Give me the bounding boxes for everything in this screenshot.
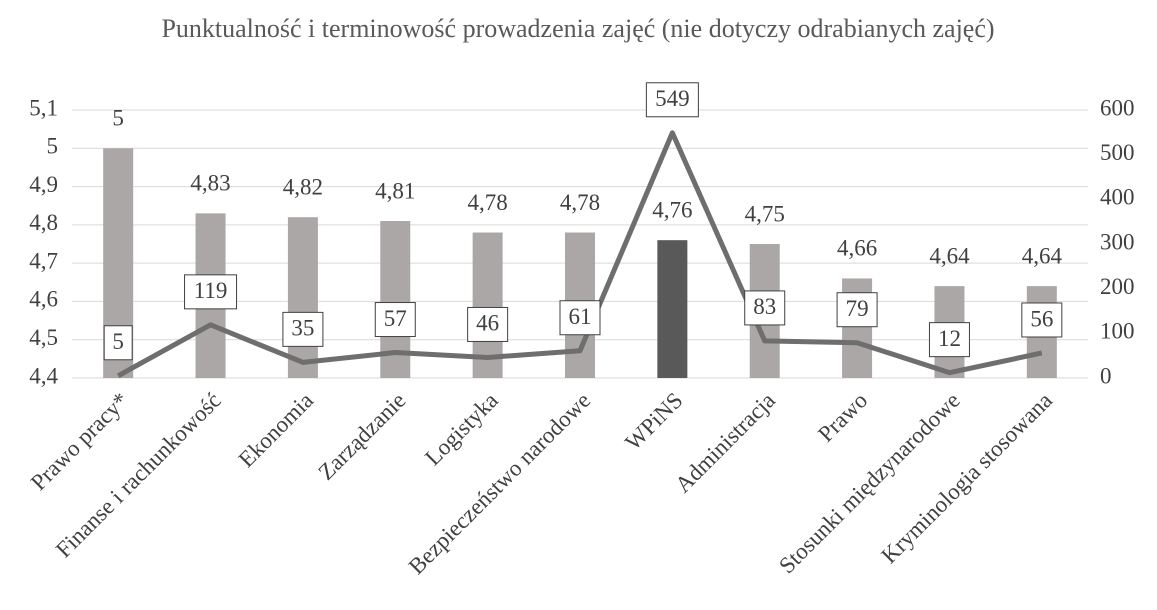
bar-value-label: 4,78 xyxy=(468,190,508,215)
x-tick-label: Ekonomia xyxy=(234,388,319,473)
y-tick-label: 4,8 xyxy=(29,210,58,235)
x-tick-label: Zarządzanie xyxy=(313,388,410,485)
y-tick-label: 4,5 xyxy=(29,325,58,350)
line-value-label: 35 xyxy=(291,316,314,341)
line-label-box xyxy=(374,302,416,338)
y-tick-label: 4,4 xyxy=(29,363,58,388)
line-value-label: 57 xyxy=(384,306,407,331)
y-tick-label: 4,6 xyxy=(29,287,58,312)
line-label-box xyxy=(559,300,601,336)
line-label-box xyxy=(836,292,878,328)
y-tick-label: 5 xyxy=(47,134,59,159)
line-value-label: 56 xyxy=(1030,306,1053,331)
bar-value-label: 5 xyxy=(112,106,124,131)
line-value-label: 79 xyxy=(846,296,869,321)
y2-tick-label: 200 xyxy=(1100,274,1135,299)
y2-tick-label: 100 xyxy=(1100,319,1135,344)
line-label-box xyxy=(184,274,238,310)
bar xyxy=(287,217,318,378)
x-tick-label: Administracja xyxy=(670,388,780,498)
line-label-box xyxy=(645,82,699,118)
y2-tick-label: 400 xyxy=(1100,185,1135,210)
bar-value-label: 4,83 xyxy=(190,171,230,196)
x-tick-label: Finanse i rachunkowość xyxy=(51,388,226,563)
bar-value-label: 4,75 xyxy=(745,201,785,226)
line-label-box xyxy=(282,311,324,347)
chart-title: Punktualność i terminowość prowadzenia z… xyxy=(161,14,995,43)
y-tick-label: 4,7 xyxy=(29,248,58,273)
line-value-label: 5 xyxy=(112,329,124,354)
line xyxy=(116,130,1043,378)
y-tick-label: 4,9 xyxy=(29,172,58,197)
x-tick-label: Bezpieczeństwo narodowe xyxy=(404,388,596,580)
bar xyxy=(657,240,688,378)
y-tick-label: 5,1 xyxy=(29,95,58,120)
line-value-label: 61 xyxy=(569,304,592,329)
line-value-label: 549 xyxy=(655,86,690,111)
x-tick-label: Prawo xyxy=(813,388,872,447)
line-label-box xyxy=(928,322,970,358)
bar-value-label: 4,66 xyxy=(837,236,877,261)
y2-tick-label: 600 xyxy=(1100,95,1135,120)
line-label-box xyxy=(467,306,509,342)
x-tick-label: WPiNS xyxy=(620,388,687,455)
line-value-label: 46 xyxy=(476,311,499,336)
line-label-box xyxy=(744,290,786,326)
bar-value-label: 4,78 xyxy=(560,190,600,215)
bar-value-label: 4,64 xyxy=(929,243,970,268)
x-tick-label: Stosunki międzynarodowe xyxy=(774,388,965,579)
bar-value-label: 4,81 xyxy=(375,178,415,203)
x-tick-label: Logistyka xyxy=(420,388,503,471)
line-value-label: 83 xyxy=(753,294,776,319)
bar-value-label: 4,82 xyxy=(283,174,323,199)
y2-tick-label: 500 xyxy=(1100,140,1135,165)
x-tick-label: Kryminologia stosowana xyxy=(876,388,1057,569)
line-value-label: 119 xyxy=(194,278,228,303)
bar-value-label: 4,76 xyxy=(652,197,692,222)
line-label-box xyxy=(1021,302,1063,338)
y2-tick-label: 0 xyxy=(1100,363,1112,388)
line-value-label: 12 xyxy=(938,326,961,351)
bar xyxy=(472,232,503,378)
bar-value-label: 4,64 xyxy=(1022,243,1063,268)
line-label-box xyxy=(103,325,133,361)
y2-tick-label: 300 xyxy=(1100,229,1135,254)
